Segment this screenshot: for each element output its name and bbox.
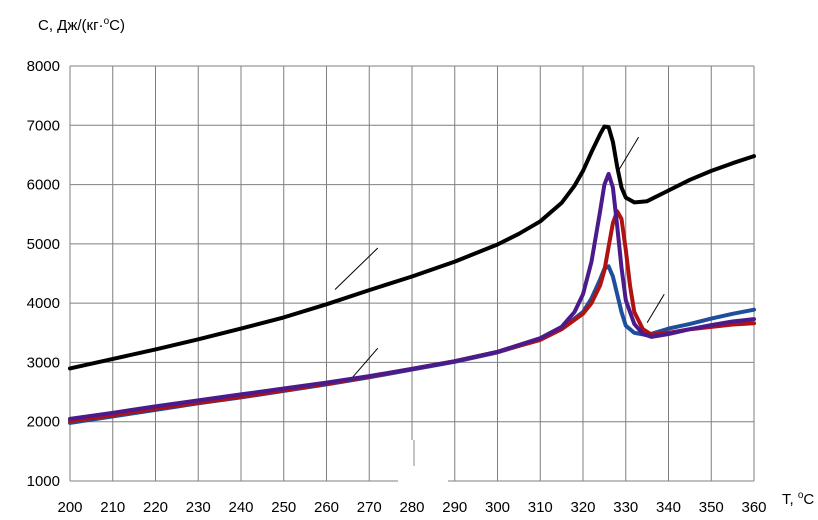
x-tick-label: 360 (741, 499, 766, 516)
x-tick-label: 320 (570, 499, 595, 516)
image-artifact-patch (398, 440, 448, 482)
annotation-line (334, 247, 379, 290)
y-tick-label: 1000 (27, 473, 60, 490)
x-tick-label: 230 (186, 499, 211, 516)
y-tick-label: 2000 (27, 414, 60, 431)
y-tick-labels: 1000 2000 3000 4000 5000 6000 7000 8000 (27, 58, 60, 490)
x-tick-label: 350 (699, 499, 724, 516)
y-tick-label: 5000 (27, 236, 60, 253)
x-tick-label: 300 (485, 499, 510, 516)
x-tick-label: 240 (228, 499, 253, 516)
annotation-line (646, 293, 665, 323)
x-tick-label: 310 (528, 499, 553, 516)
y-tick-label: 3000 (27, 354, 60, 371)
x-tick-label: 200 (57, 499, 82, 516)
x-tick-labels: 200 210 220 230 240 250 260 270 280 290 300 310 320 3… (57, 499, 766, 516)
annotation-lines (334, 136, 665, 379)
x-tick-label: 340 (656, 499, 681, 516)
y-tick-label: 7000 (27, 117, 60, 134)
x-tick-label: 210 (100, 499, 125, 516)
x-tick-label: 270 (357, 499, 382, 516)
vertical-gridlines (69, 66, 755, 481)
x-tick-label: 280 (399, 499, 424, 516)
annotation-line (351, 347, 379, 379)
x-axis-title: T, oC (782, 490, 814, 508)
annotation-line (616, 136, 640, 173)
x-tick-label: 220 (143, 499, 168, 516)
y-tick-label: 6000 (27, 177, 60, 194)
x-tick-label: 260 (314, 499, 339, 516)
x-tick-label: 290 (442, 499, 467, 516)
y-tick-label: 4000 (27, 295, 60, 312)
series-line (68, 124, 756, 371)
data-series (68, 124, 756, 425)
x-tick-label: 330 (613, 499, 638, 516)
series-line (68, 171, 756, 421)
x-tick-label: 250 (271, 499, 296, 516)
y-axis-title: C, Дж/(кг·oC) (38, 16, 125, 34)
y-tick-label: 8000 (27, 58, 60, 75)
